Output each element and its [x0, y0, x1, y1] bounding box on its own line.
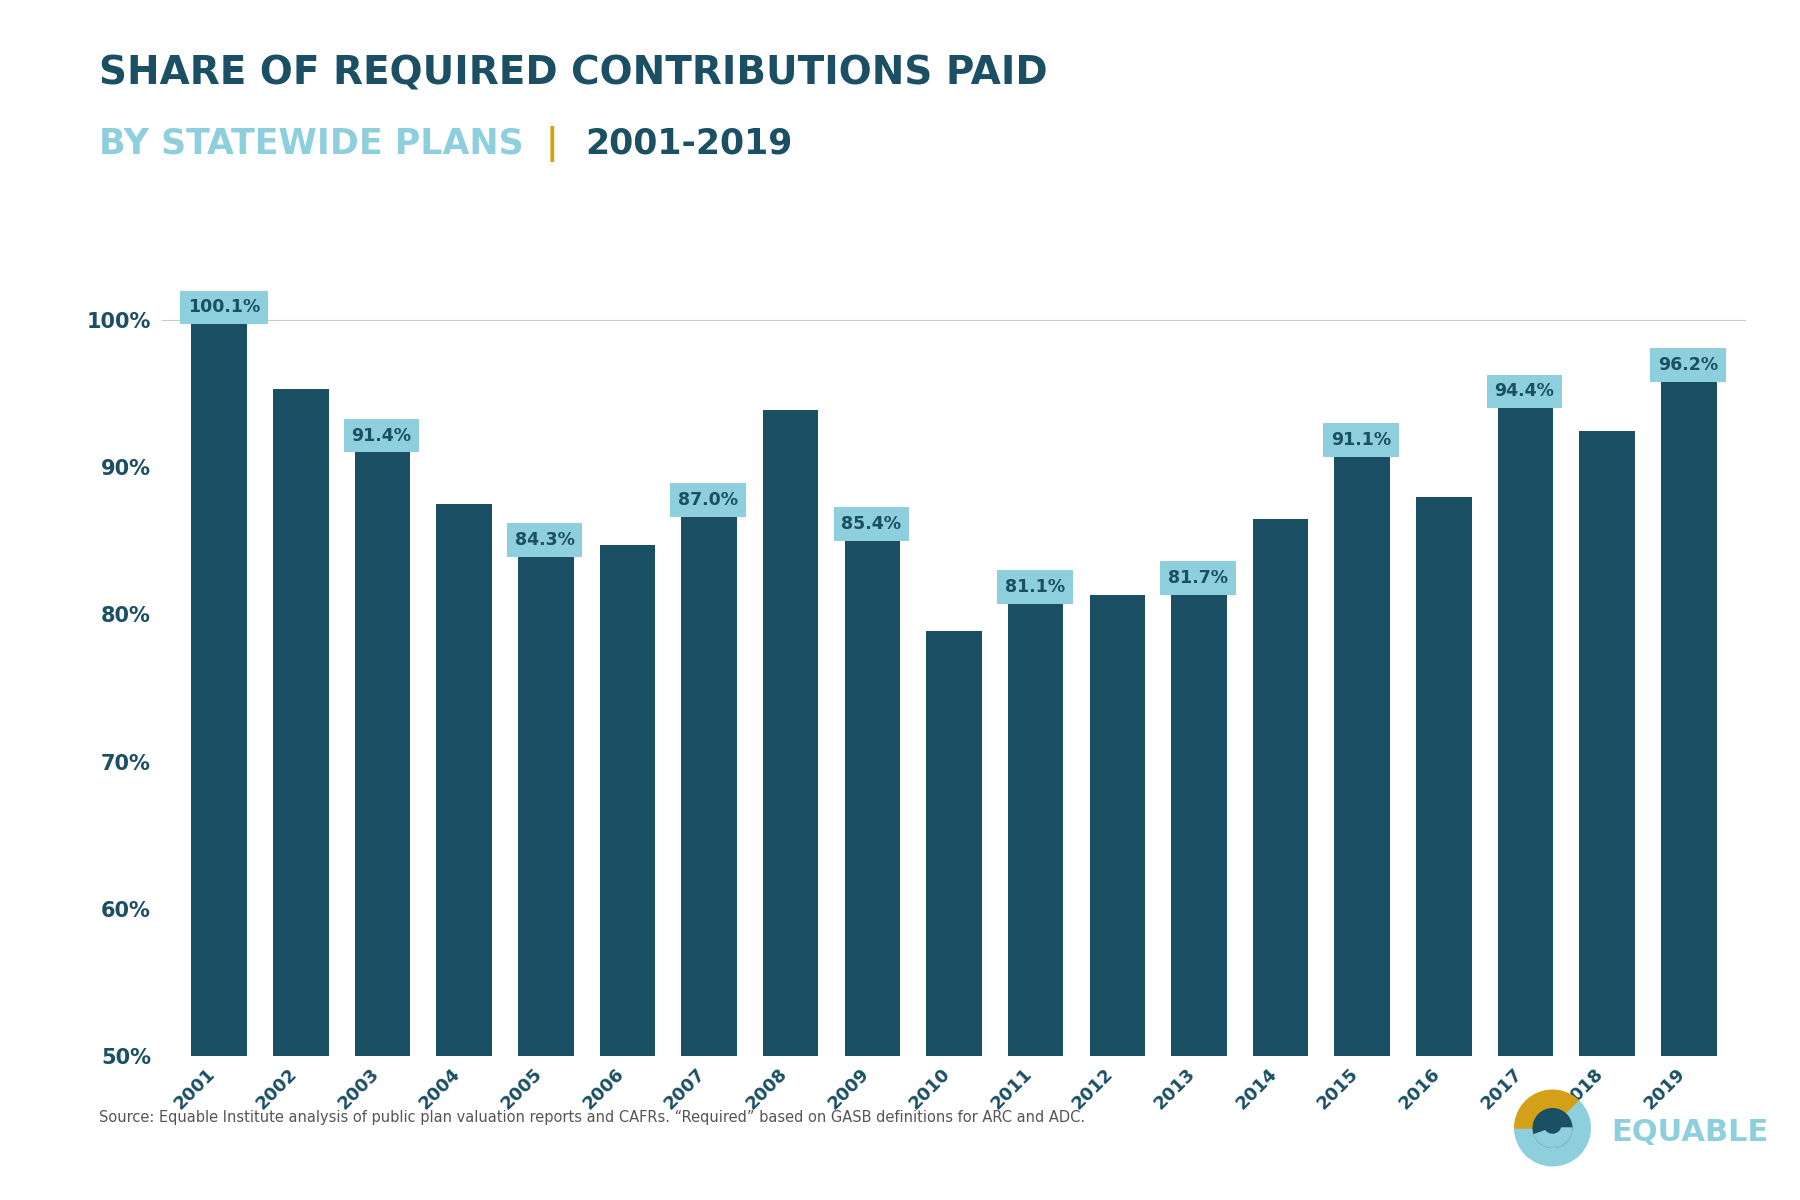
Bar [518, 551, 574, 1056]
Bar [1661, 376, 1717, 1056]
Text: 94.4%: 94.4% [1494, 383, 1555, 401]
Bar [1172, 589, 1228, 1056]
Text: 84.3%: 84.3% [515, 530, 574, 550]
Bar [927, 631, 981, 1056]
Text: BY STATEWIDE PLANS: BY STATEWIDE PLANS [99, 126, 524, 160]
Circle shape [1534, 1109, 1571, 1147]
Text: 96.2%: 96.2% [1658, 356, 1717, 374]
Bar [1579, 431, 1634, 1056]
Bar [763, 410, 819, 1056]
Text: 91.4%: 91.4% [351, 426, 412, 444]
Bar [1498, 402, 1553, 1056]
Bar [1089, 595, 1145, 1056]
Text: 81.1%: 81.1% [1004, 578, 1066, 596]
Text: 100.1%: 100.1% [189, 299, 261, 317]
Text: Source: Equable Institute analysis of public plan valuation reports and CAFRs. “: Source: Equable Institute analysis of pu… [99, 1110, 1085, 1126]
Text: EQUABLE: EQUABLE [1611, 1118, 1768, 1147]
Bar [1008, 599, 1064, 1056]
Text: 81.7%: 81.7% [1168, 569, 1228, 587]
Bar [599, 545, 655, 1056]
Bar [1417, 497, 1472, 1056]
Bar [436, 504, 491, 1056]
Bar [1253, 518, 1309, 1056]
Text: 87.0%: 87.0% [679, 491, 738, 509]
Text: SHARE OF REQUIRED CONTRIBUTIONS PAID: SHARE OF REQUIRED CONTRIBUTIONS PAID [99, 54, 1048, 92]
Wedge shape [1514, 1128, 1589, 1166]
Bar [844, 535, 900, 1056]
Wedge shape [1552, 1102, 1589, 1128]
Bar [1334, 451, 1390, 1056]
Bar [274, 389, 329, 1056]
Bar [355, 446, 410, 1056]
Text: |: | [545, 126, 558, 162]
Bar [191, 319, 247, 1056]
Text: 85.4%: 85.4% [841, 515, 902, 533]
Bar [680, 511, 736, 1056]
Text: 2001-2019: 2001-2019 [585, 126, 792, 160]
Circle shape [1544, 1116, 1561, 1133]
Wedge shape [1516, 1091, 1579, 1128]
Wedge shape [1534, 1128, 1571, 1147]
Text: 91.1%: 91.1% [1332, 431, 1391, 449]
